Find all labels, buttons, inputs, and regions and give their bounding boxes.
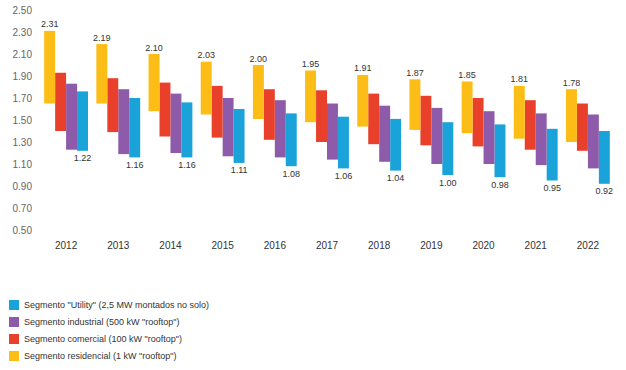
svg-text:2013: 2013 (107, 240, 130, 251)
svg-text:1.85: 1.85 (458, 70, 476, 80)
svg-text:2.00: 2.00 (250, 54, 268, 64)
svg-text:2020: 2020 (472, 240, 495, 251)
svg-text:0.98: 0.98 (491, 180, 509, 190)
svg-text:Segmento "Utility" (2,5 MW mon: Segmento "Utility" (2,5 MW montados no s… (24, 300, 209, 310)
svg-text:1.06: 1.06 (335, 171, 353, 181)
svg-text:2017: 2017 (316, 240, 339, 251)
svg-text:2.10: 2.10 (13, 49, 33, 60)
svg-text:2015: 2015 (212, 240, 235, 251)
svg-text:2.10: 2.10 (145, 43, 163, 53)
svg-text:2.50: 2.50 (13, 5, 33, 16)
svg-text:2.30: 2.30 (13, 27, 33, 38)
svg-text:1.08: 1.08 (282, 169, 300, 179)
svg-text:0.90: 0.90 (13, 181, 33, 192)
svg-text:1.30: 1.30 (13, 137, 33, 148)
svg-text:2022: 2022 (577, 240, 600, 251)
svg-text:2019: 2019 (420, 240, 443, 251)
svg-text:Segmento comercial (100 kW "ro: Segmento comercial (100 kW "rooftop") (24, 334, 182, 344)
svg-text:1.16: 1.16 (126, 160, 144, 170)
svg-text:1.10: 1.10 (13, 159, 33, 170)
svg-text:1.00: 1.00 (439, 178, 457, 188)
svg-text:2.19: 2.19 (93, 33, 111, 43)
svg-text:1.50: 1.50 (13, 115, 33, 126)
svg-text:0.95: 0.95 (543, 183, 561, 193)
svg-text:1.87: 1.87 (406, 68, 424, 78)
svg-text:1.91: 1.91 (354, 63, 372, 73)
svg-text:2018: 2018 (368, 240, 391, 251)
svg-text:2012: 2012 (55, 240, 78, 251)
svg-text:1.11: 1.11 (231, 165, 248, 175)
svg-text:2014: 2014 (159, 240, 182, 251)
svg-text:1.90: 1.90 (13, 71, 33, 82)
svg-text:0.70: 0.70 (13, 203, 33, 214)
svg-text:Segmento residencial (1 kW "ro: Segmento residencial (1 kW "rooftop") (24, 351, 176, 361)
svg-text:1.04: 1.04 (387, 173, 405, 183)
svg-text:2.03: 2.03 (197, 50, 215, 60)
svg-text:0.50: 0.50 (13, 225, 33, 236)
svg-text:1.22: 1.22 (74, 153, 92, 163)
svg-text:2.31: 2.31 (41, 19, 59, 29)
svg-text:1.95: 1.95 (302, 59, 320, 69)
svg-text:2016: 2016 (264, 240, 287, 251)
svg-text:1.78: 1.78 (563, 78, 581, 88)
svg-text:1.81: 1.81 (511, 74, 529, 84)
svg-text:1.16: 1.16 (178, 160, 196, 170)
svg-text:1.70: 1.70 (13, 93, 33, 104)
svg-text:Segmento industrial (500 kW "r: Segmento industrial (500 kW "rooftop") (24, 317, 179, 327)
svg-text:0.92: 0.92 (596, 186, 614, 196)
svg-text:2021: 2021 (525, 240, 548, 251)
